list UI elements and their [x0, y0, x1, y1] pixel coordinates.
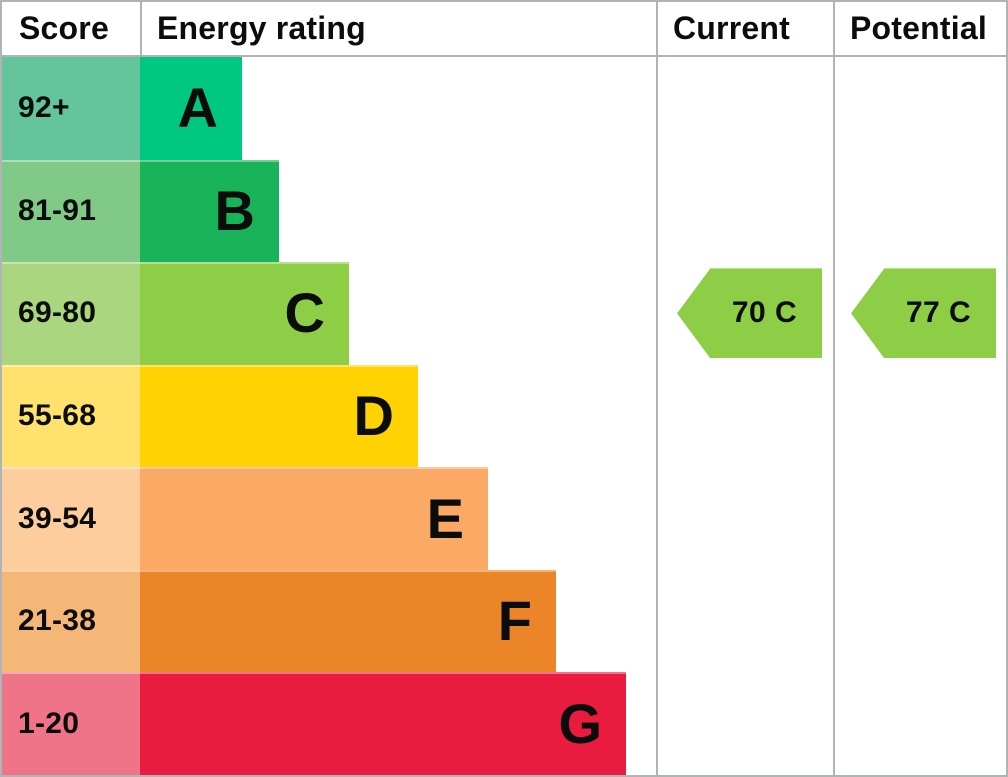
divider-current-column	[656, 2, 658, 775]
band-bar: D	[140, 364, 418, 468]
divider-score-column	[140, 2, 142, 57]
band-bar: G	[140, 672, 626, 775]
band-bar: F	[140, 569, 556, 673]
band-bar: E	[140, 467, 488, 570]
band-letter: D	[353, 384, 394, 448]
band-score-range: 81-91	[2, 159, 140, 263]
band-letter: E	[426, 486, 464, 550]
current-rating-arrow: 70 C	[677, 268, 822, 359]
potential-rating-label: 77 C	[905, 296, 972, 330]
band-score-range: 21-38	[2, 569, 140, 673]
header-score: Score	[19, 10, 109, 46]
band-row-f: 21-38 F	[2, 569, 656, 673]
chart-header: Score Energy rating Current Potential	[2, 2, 1006, 57]
band-letter: G	[558, 691, 602, 755]
band-row-c: 69-80 C	[2, 262, 656, 365]
header-potential: Potential	[850, 10, 987, 46]
band-bar: C	[140, 262, 349, 365]
band-letter: C	[284, 281, 325, 345]
band-score-range: 55-68	[2, 364, 140, 468]
band-letter: B	[214, 178, 255, 242]
header-current: Current	[673, 10, 790, 46]
header-energy-rating: Energy rating	[157, 10, 366, 46]
current-rating-label: 70 C	[731, 296, 798, 330]
potential-rating-arrow: 77 C	[851, 268, 996, 359]
rating-bands: 92+ A 81-91 B 69-80 C 55-68 D 39-54 E 21…	[2, 57, 656, 775]
band-letter: F	[497, 589, 532, 653]
band-letter: A	[177, 76, 218, 140]
divider-potential-column	[833, 2, 835, 775]
band-row-d: 55-68 D	[2, 364, 656, 468]
band-score-range: 39-54	[2, 467, 140, 570]
band-score-range: 92+	[2, 57, 140, 160]
band-row-b: 81-91 B	[2, 159, 656, 263]
band-row-g: 1-20 G	[2, 672, 656, 775]
band-row-e: 39-54 E	[2, 467, 656, 570]
band-bar: A	[140, 57, 242, 160]
band-bar: B	[140, 159, 279, 263]
band-score-range: 1-20	[2, 672, 140, 775]
band-row-a: 92+ A	[2, 57, 656, 160]
band-score-range: 69-80	[2, 262, 140, 365]
